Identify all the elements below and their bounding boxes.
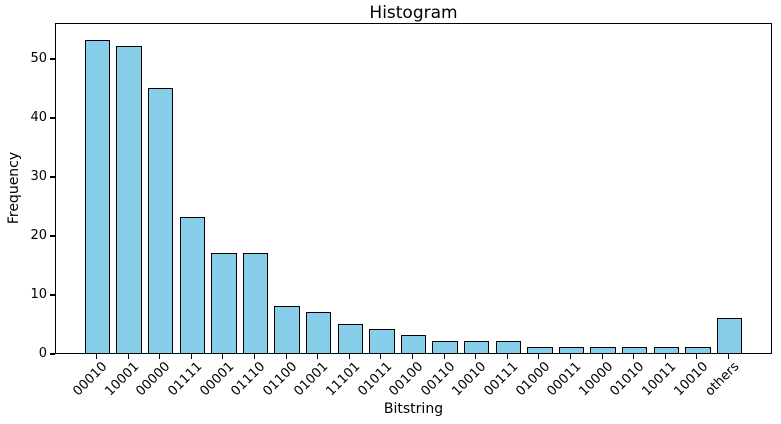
bar-10010 <box>463 341 490 353</box>
y-tick-mark <box>50 58 55 60</box>
x-tick-mark <box>253 354 256 359</box>
x-tick-mark <box>727 354 730 359</box>
bar-01010 <box>621 347 648 353</box>
x-tick-mark <box>506 354 508 359</box>
x-tick-label-10010: 10010 <box>449 359 490 400</box>
x-tick-label-00100: 00100 <box>386 359 427 400</box>
x-tick-mark <box>222 354 224 359</box>
bar-00100 <box>400 335 427 353</box>
y-tick-label-0: 0 <box>38 346 47 361</box>
x-tick-mark <box>380 354 382 359</box>
x-tick-label-01100: 01100 <box>260 359 301 400</box>
x-tick-label-00001: 00001 <box>196 359 237 400</box>
x-tick-label-10011: 10011 <box>639 359 680 400</box>
x-tick-label-00010: 00010 <box>70 359 111 400</box>
bar-others <box>716 317 743 353</box>
x-tick-label-11101: 11101 <box>323 359 364 400</box>
x-tick-mark <box>601 354 603 359</box>
x-tick-mark <box>443 354 445 359</box>
x-tick-label-01010: 01010 <box>607 359 648 400</box>
x-tick-label-others: others <box>702 359 743 400</box>
bar-01100 <box>274 305 300 353</box>
bar-01001 <box>305 311 332 353</box>
bar-10001 <box>116 46 142 353</box>
bar-01111 <box>179 217 206 353</box>
x-tick-label-00110: 00110 <box>418 359 459 400</box>
x-tick-label-01110: 01110 <box>228 359 269 400</box>
x-axis-label: Bitstring <box>383 401 444 417</box>
bar-01000 <box>527 347 553 353</box>
x-tick-mark <box>159 354 161 359</box>
x-tick-mark <box>285 354 287 359</box>
chart-title: Histogram <box>369 3 458 23</box>
x-tick-mark <box>190 354 192 359</box>
x-tick-label-10001: 10001 <box>102 359 143 400</box>
x-tick-label-01001: 01001 <box>291 359 332 400</box>
x-tick-label-01000: 01000 <box>512 359 553 400</box>
bar-10000 <box>590 347 616 353</box>
x-tick-label-10010: 10010 <box>670 359 711 400</box>
y-tick-mark <box>50 117 55 119</box>
bar-00000 <box>147 87 174 353</box>
y-tick-mark <box>50 353 55 355</box>
y-axis-label: Frequency <box>6 151 22 225</box>
bar-10010 <box>685 347 711 353</box>
x-tick-mark <box>538 354 540 359</box>
x-tick-label-01011: 01011 <box>354 359 395 400</box>
bar-01011 <box>369 329 395 353</box>
x-tick-label-00000: 00000 <box>133 359 174 400</box>
bar-00110 <box>432 341 458 353</box>
bar-10011 <box>653 347 680 353</box>
x-tick-mark <box>317 354 319 359</box>
x-tick-mark <box>569 354 572 359</box>
y-tick-label-40: 40 <box>30 109 47 125</box>
x-tick-mark <box>475 354 477 359</box>
plot-area <box>55 23 772 354</box>
y-tick-mark <box>50 235 55 237</box>
x-tick-mark <box>664 354 666 359</box>
x-tick-label-01111: 01111 <box>165 359 206 400</box>
x-tick-label-10000: 10000 <box>576 359 617 400</box>
bar-01110 <box>242 252 269 353</box>
y-tick-label-20: 20 <box>30 227 47 243</box>
y-tick-mark <box>50 176 55 178</box>
x-tick-label-00011: 00011 <box>544 359 585 400</box>
y-tick-label-30: 30 <box>30 168 47 184</box>
x-tick-mark <box>411 354 414 359</box>
x-tick-mark <box>696 354 698 359</box>
x-tick-mark <box>633 354 635 359</box>
x-tick-label-00111: 00111 <box>481 359 522 400</box>
y-tick-label-50: 50 <box>30 50 47 66</box>
bar-11101 <box>337 323 364 353</box>
bar-00010 <box>84 40 111 353</box>
x-tick-mark <box>127 354 129 359</box>
bar-00011 <box>558 347 585 353</box>
bar-00001 <box>211 252 237 353</box>
x-tick-mark <box>348 354 350 359</box>
bar-00111 <box>495 341 522 353</box>
y-tick-label-10: 10 <box>30 286 47 302</box>
x-tick-mark <box>95 354 98 359</box>
y-tick-mark <box>50 294 55 296</box>
